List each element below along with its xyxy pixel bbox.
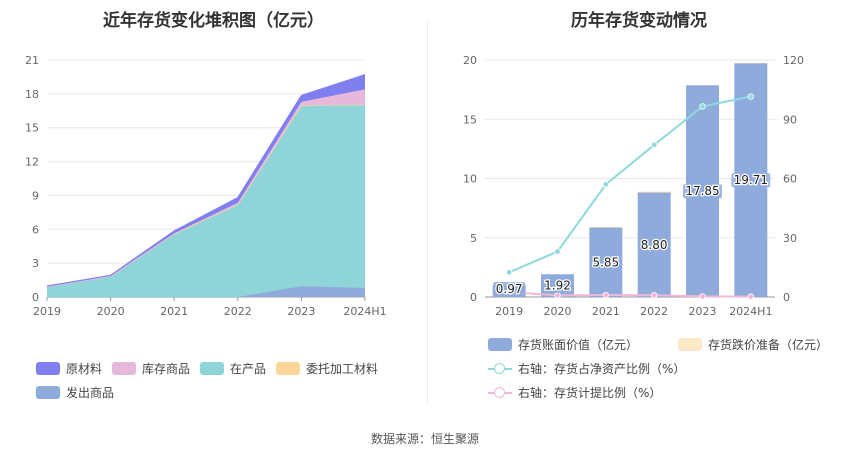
y-right-tick-label: 90 bbox=[783, 113, 797, 126]
point-net-asset-ratio bbox=[699, 103, 706, 110]
y-right-tick-label: 120 bbox=[783, 54, 804, 67]
y-tick-label: 6 bbox=[32, 223, 39, 236]
area-edge-原材料 bbox=[46, 74, 366, 287]
point-provision-ratio bbox=[602, 291, 610, 299]
y-left-tick-label: 20 bbox=[463, 54, 477, 67]
legend-label: 委托加工材料 bbox=[306, 362, 379, 376]
y-left-tick-label: 15 bbox=[463, 113, 477, 126]
area-在产品 bbox=[47, 105, 365, 298]
right-chart-title: 历年存货变动情况 bbox=[571, 11, 707, 31]
point-provision-ratio bbox=[554, 292, 561, 299]
legend-swatch-consigned-materials bbox=[276, 362, 300, 375]
x-tick-label: 2020 bbox=[97, 305, 125, 318]
point-provision-ratio bbox=[650, 292, 658, 299]
bar-impairment bbox=[637, 191, 671, 193]
bar-label-bg bbox=[683, 184, 722, 199]
legend-swatch-goods-shipped bbox=[36, 386, 60, 399]
y-left-tick-label: 0 bbox=[470, 291, 477, 304]
legend-marker bbox=[494, 362, 505, 374]
legend-label: 在产品 bbox=[230, 362, 267, 376]
x-tick-label: 2024H1 bbox=[729, 305, 772, 318]
point-net-asset-ratio bbox=[602, 181, 610, 188]
point-net-asset-ratio bbox=[650, 141, 658, 149]
left-panel: 近年存货变化堆积图（亿元） 0 3 6 9 12 15 18 21 2019 2020 2021 20… bbox=[25, 11, 387, 401]
data-source: 数据来源：恒生聚源 bbox=[370, 432, 479, 446]
bar-value-label: 5.85 bbox=[592, 255, 619, 269]
y-tick-label: 15 bbox=[25, 122, 39, 135]
bar-line-chart: 0 5 10 15 20 0 30 60 90 120 2019 2020 2021 2022 2023 20… bbox=[463, 54, 804, 318]
legend-swatch-work-in-process bbox=[200, 362, 224, 375]
point-provision-ratio bbox=[699, 293, 706, 300]
bar-value-label: 19.71 bbox=[734, 173, 768, 187]
bar-label-bg bbox=[731, 173, 771, 188]
y-tick-label: 21 bbox=[25, 54, 39, 67]
bar-value-label: 1.92 bbox=[544, 279, 571, 293]
legend-swatch-finished-goods bbox=[112, 362, 136, 375]
y-right-tick-label: 0 bbox=[783, 291, 790, 304]
bar-label-bg bbox=[493, 282, 526, 296]
y-tick-label: 9 bbox=[32, 189, 39, 202]
point-net-asset-ratio bbox=[554, 248, 561, 255]
right-panel: 历年存货变动情况 0 5 10 15 20 0 30 60 90 120 2019 2020 2021 2… bbox=[428, 0, 850, 459]
panel-divider bbox=[427, 20, 428, 405]
y-left-tick-label: 5 bbox=[470, 232, 477, 245]
bar-label-bg bbox=[589, 255, 622, 270]
legend-consigned-materials[interactable]: 委托加工材料 bbox=[276, 360, 378, 377]
legend-line-icon bbox=[488, 362, 512, 376]
y-left-tick-label: 10 bbox=[463, 173, 477, 186]
x-tick-label: 2021 bbox=[160, 305, 188, 318]
stacked-area-chart: 0 3 6 9 12 15 18 21 2019 2020 2021 2022 2023 2024H1 bbox=[25, 54, 387, 318]
x-tick-label: 2019 bbox=[33, 305, 61, 318]
legend-impairment[interactable]: 存货跌价准备（亿元） bbox=[678, 336, 828, 353]
y-tick-label: 0 bbox=[32, 291, 39, 304]
y-tick-label: 18 bbox=[25, 88, 39, 101]
legend-swatch-book-value bbox=[488, 338, 512, 351]
line-provision-ratio bbox=[509, 291, 751, 298]
x-tick-label: 2022 bbox=[640, 305, 668, 318]
legend-label: 右轴：存货占净资产比例（%） bbox=[518, 362, 686, 376]
x-tick-label: 2021 bbox=[592, 305, 620, 318]
line-net-asset-ratio bbox=[508, 95, 752, 274]
legend-label: 发出商品 bbox=[66, 386, 115, 400]
point-net-asset-ratio bbox=[747, 93, 755, 100]
y-right-tick-label: 60 bbox=[783, 173, 797, 186]
x-tick-label: 2019 bbox=[495, 305, 523, 318]
bar-value-label: 0.97 bbox=[496, 282, 523, 296]
legend-label: 右轴：存货计提比例（%） bbox=[518, 386, 662, 400]
bar-label-bg bbox=[638, 237, 671, 252]
x-tick-label: 2023 bbox=[689, 305, 717, 318]
legend-raw-materials[interactable]: 原材料 bbox=[36, 360, 102, 377]
x-tick-label: 2023 bbox=[287, 305, 315, 318]
legend-provision-ratio[interactable]: 右轴：存货计提比例（%） bbox=[488, 384, 661, 401]
bar-label-bg bbox=[541, 278, 574, 293]
legend-book-value[interactable]: 存货账面价值（亿元） bbox=[488, 336, 638, 353]
legend-finished-goods[interactable]: 库存商品 bbox=[112, 360, 190, 377]
legend-label: 存货跌价准备（亿元） bbox=[708, 338, 829, 352]
legend-swatch-impairment bbox=[678, 338, 702, 351]
legend-label: 存货账面价值（亿元） bbox=[518, 338, 639, 352]
bar-value-label: 17.85 bbox=[685, 184, 719, 198]
legend-goods-shipped[interactable]: 发出商品 bbox=[36, 384, 114, 401]
bar-value-label: 8.80 bbox=[641, 238, 668, 252]
y-tick-label: 12 bbox=[25, 156, 39, 169]
left-chart-title: 近年存货变化堆积图（亿元） bbox=[103, 11, 324, 31]
legend-line-icon bbox=[488, 386, 512, 400]
point-provision-ratio bbox=[747, 293, 755, 300]
legend-inventory-net-asset-ratio[interactable]: 右轴：存货占净资产比例（%） bbox=[488, 360, 685, 377]
legend-work-in-process[interactable]: 在产品 bbox=[200, 360, 266, 377]
y-tick-label: 3 bbox=[32, 257, 39, 270]
legend-swatch-raw-materials bbox=[36, 362, 60, 375]
legend-label: 原材料 bbox=[66, 362, 103, 376]
x-tick-label: 2020 bbox=[544, 305, 572, 318]
point-net-asset-ratio bbox=[505, 269, 513, 276]
x-tick-label: 2024H1 bbox=[343, 305, 386, 318]
legend-marker bbox=[494, 386, 505, 398]
legend-label: 库存商品 bbox=[142, 362, 191, 376]
bar-impairment bbox=[589, 227, 623, 228]
x-tick-label: 2022 bbox=[224, 305, 252, 318]
y-right-tick-label: 30 bbox=[783, 232, 797, 245]
